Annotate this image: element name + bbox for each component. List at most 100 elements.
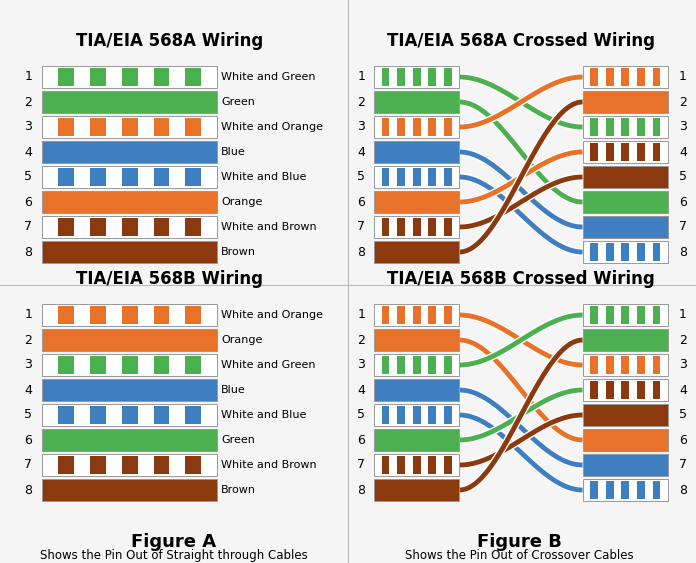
Bar	[590, 306, 598, 324]
Bar	[58, 356, 74, 374]
Bar	[42, 429, 217, 452]
Bar	[583, 479, 668, 501]
Text: 4: 4	[24, 145, 32, 159]
Text: TIA/EIA 568B Crossed Wiring: TIA/EIA 568B Crossed Wiring	[387, 270, 655, 288]
Bar	[653, 481, 661, 499]
Bar	[42, 304, 217, 326]
Text: Green: Green	[221, 97, 255, 107]
Bar	[374, 116, 459, 138]
Bar	[428, 218, 436, 236]
Bar	[381, 456, 390, 474]
Bar	[381, 356, 390, 374]
Text: Orange: Orange	[221, 197, 262, 207]
Bar	[622, 481, 629, 499]
Bar	[381, 168, 390, 186]
Bar	[583, 379, 668, 401]
Bar	[428, 118, 436, 136]
Bar	[90, 406, 106, 424]
Bar	[122, 356, 138, 374]
Text: 7: 7	[24, 458, 32, 471]
Bar	[374, 216, 459, 238]
Text: 5: 5	[679, 171, 687, 184]
Bar	[381, 118, 390, 136]
Bar	[374, 404, 459, 426]
Text: TIA/EIA 568A Crossed Wiring: TIA/EIA 568A Crossed Wiring	[387, 32, 655, 50]
Text: 8: 8	[679, 484, 687, 497]
Bar	[583, 329, 668, 351]
Bar	[42, 241, 217, 263]
Bar	[90, 306, 106, 324]
Text: 5: 5	[24, 171, 32, 184]
Text: White and Brown: White and Brown	[221, 222, 317, 232]
Bar	[590, 143, 598, 161]
Text: 5: 5	[679, 409, 687, 422]
Bar	[122, 306, 138, 324]
Bar	[413, 406, 420, 424]
Bar	[637, 243, 644, 261]
Bar	[583, 454, 668, 476]
Bar	[397, 218, 405, 236]
Bar	[606, 306, 614, 324]
Bar	[42, 116, 217, 138]
Bar	[397, 406, 405, 424]
Text: 3: 3	[358, 359, 365, 372]
Bar	[90, 168, 106, 186]
Bar	[606, 118, 614, 136]
Bar	[444, 456, 452, 474]
Text: Blue: Blue	[221, 147, 246, 157]
Bar	[42, 379, 217, 401]
Bar	[606, 481, 614, 499]
Bar	[413, 68, 420, 86]
Bar	[374, 329, 459, 351]
Bar	[58, 456, 74, 474]
Bar	[606, 143, 614, 161]
Text: White and Orange: White and Orange	[221, 310, 323, 320]
Bar	[154, 406, 169, 424]
Bar	[653, 143, 661, 161]
Text: 4: 4	[358, 145, 365, 159]
Bar	[381, 406, 390, 424]
Bar	[583, 116, 668, 138]
Text: Figure B: Figure B	[477, 533, 562, 551]
Bar	[185, 406, 201, 424]
Text: Brown: Brown	[221, 485, 256, 495]
Bar	[374, 354, 459, 376]
Bar	[622, 118, 629, 136]
Text: Shows the Pin Out of Straight through Cables: Shows the Pin Out of Straight through Ca…	[40, 549, 308, 562]
Bar	[428, 406, 436, 424]
Bar	[42, 191, 217, 213]
Bar	[444, 356, 452, 374]
Bar	[653, 118, 661, 136]
Bar	[154, 456, 169, 474]
Bar	[583, 91, 668, 113]
Bar	[637, 306, 644, 324]
Text: Shows the Pin Out of Crossover Cables: Shows the Pin Out of Crossover Cables	[404, 549, 633, 562]
Bar	[583, 241, 668, 263]
Bar	[590, 381, 598, 399]
Bar	[185, 218, 201, 236]
Bar	[622, 243, 629, 261]
Text: 6: 6	[24, 195, 32, 208]
Bar	[381, 68, 390, 86]
Text: 7: 7	[679, 221, 687, 234]
Text: 1: 1	[24, 70, 32, 83]
Text: 7: 7	[679, 458, 687, 471]
Bar	[42, 454, 217, 476]
Text: 7: 7	[24, 221, 32, 234]
Bar	[374, 304, 459, 326]
Bar	[622, 381, 629, 399]
Bar	[397, 356, 405, 374]
Bar	[397, 456, 405, 474]
Text: 3: 3	[679, 120, 687, 133]
Bar	[374, 191, 459, 213]
Bar	[444, 168, 452, 186]
Bar	[381, 306, 390, 324]
Bar	[397, 168, 405, 186]
Bar	[381, 218, 390, 236]
Bar	[444, 406, 452, 424]
Bar	[653, 243, 661, 261]
Text: 2: 2	[24, 333, 32, 346]
Text: Orange: Orange	[221, 335, 262, 345]
Text: Green: Green	[221, 435, 255, 445]
Bar	[622, 143, 629, 161]
